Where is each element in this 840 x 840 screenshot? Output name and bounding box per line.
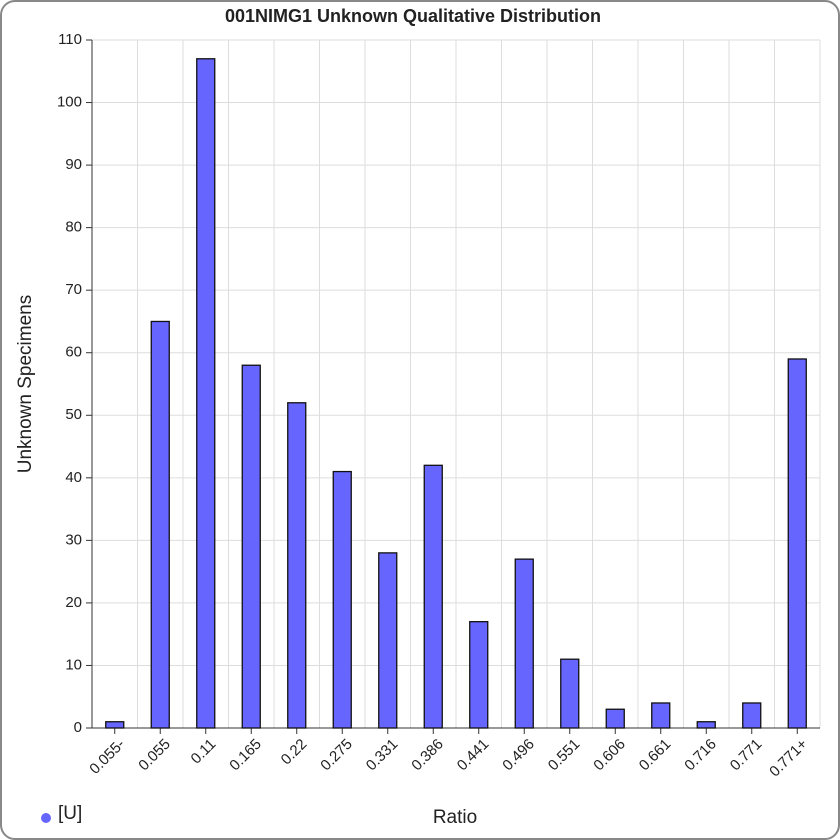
y-tick-label: 40 bbox=[65, 469, 82, 486]
y-axis-label: Unknown Specimens bbox=[15, 295, 36, 473]
legend-label: [U] bbox=[58, 803, 82, 824]
bar bbox=[423, 464, 443, 729]
bar bbox=[332, 470, 352, 729]
y-tick-label: 100 bbox=[57, 94, 82, 111]
bar bbox=[605, 708, 625, 729]
y-tick-label: 10 bbox=[65, 656, 82, 673]
y-tick-label: 90 bbox=[65, 156, 82, 173]
x-axis-label: Ratio bbox=[433, 807, 477, 828]
bar bbox=[241, 364, 261, 729]
bar bbox=[742, 702, 762, 729]
bar bbox=[651, 702, 671, 729]
bar bbox=[196, 58, 216, 729]
chart-title: 001NIMG1 Unknown Qualitative Distributio… bbox=[225, 6, 601, 26]
y-tick-label: 30 bbox=[65, 531, 82, 548]
bar bbox=[469, 621, 489, 729]
bar bbox=[287, 402, 307, 729]
y-tick-label: 70 bbox=[65, 281, 82, 298]
bar bbox=[696, 721, 716, 729]
y-tick-label: 60 bbox=[65, 344, 82, 361]
bar bbox=[787, 358, 807, 729]
bar bbox=[560, 658, 580, 729]
y-tick-label: 50 bbox=[65, 406, 82, 423]
y-tick-label: 0 bbox=[74, 719, 82, 736]
bar bbox=[105, 721, 125, 729]
y-tick-label: 110 bbox=[58, 31, 82, 48]
bar bbox=[150, 320, 170, 729]
bar bbox=[378, 552, 398, 729]
legend-marker bbox=[41, 813, 51, 823]
y-tick-label: 20 bbox=[65, 594, 82, 611]
bar bbox=[514, 558, 534, 729]
y-tick-label: 80 bbox=[65, 219, 82, 236]
